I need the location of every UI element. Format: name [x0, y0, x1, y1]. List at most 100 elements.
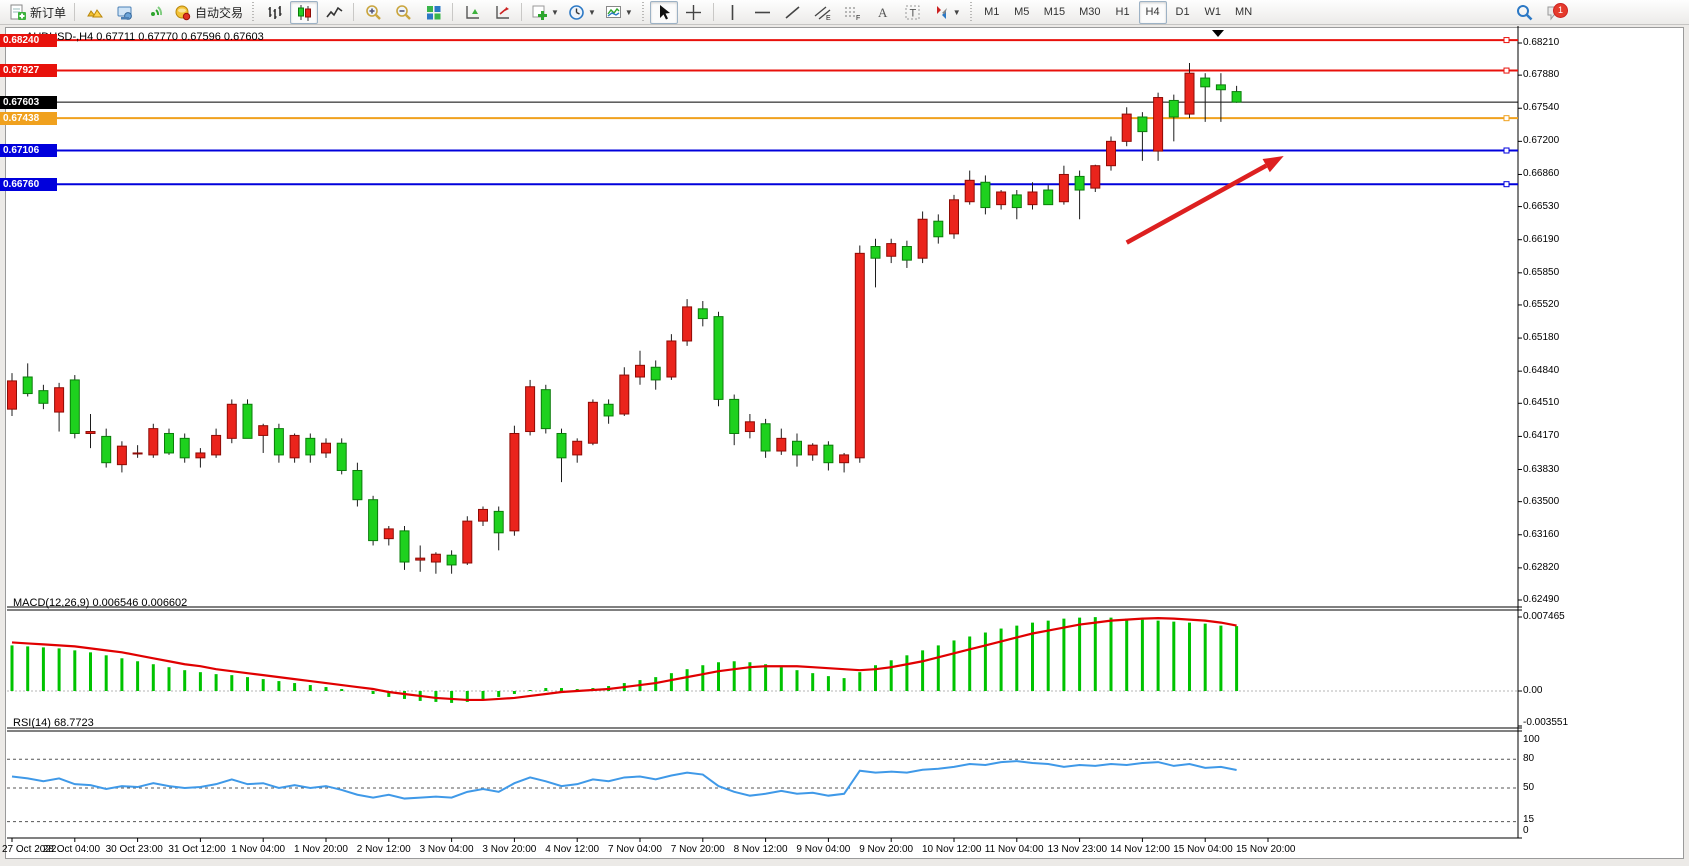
- arrows-tool-dropdown[interactable]: ▼: [929, 1, 964, 24]
- price-axis-label: 0.65180: [1523, 332, 1560, 344]
- periods-dropdown[interactable]: ▼: [564, 1, 599, 24]
- toolbar-drag-handle[interactable]: [251, 2, 256, 22]
- time-axis-label: 9 Nov 20:00: [859, 844, 914, 855]
- bar-chart-button[interactable]: [260, 1, 288, 24]
- timeframe-label: M30: [1079, 6, 1101, 18]
- toolbar-drag-handle[interactable]: [968, 2, 973, 22]
- rsi-label: RSI(14) 68.7723: [13, 717, 94, 729]
- equidistant-channel-tool[interactable]: E: [809, 1, 837, 24]
- price-level-badge: 0.68240: [0, 33, 57, 47]
- time-axis-label: 15 Nov 04:00: [1173, 844, 1233, 855]
- vline-icon: [731, 4, 734, 20]
- chevron-down-icon: ▼: [551, 7, 559, 17]
- timeframe-label: M15: [1043, 6, 1066, 18]
- add-ind-icon: [532, 5, 548, 20]
- time-axis-label: 14 Nov 12:00: [1110, 844, 1170, 855]
- price-level-badge: 0.67438: [0, 111, 57, 125]
- chart-shift-button[interactable]: [488, 1, 516, 24]
- timeframe-d1-button[interactable]: D1: [1169, 1, 1197, 24]
- time-axis-label: 30 Oct 23:00: [105, 844, 163, 855]
- price-axis-label: 0.63500: [1523, 495, 1560, 507]
- svg-text:E: E: [826, 15, 831, 22]
- vertical-line-tool[interactable]: [719, 1, 747, 24]
- text-label-tool[interactable]: T: [899, 1, 927, 24]
- timeframe-mn-button[interactable]: MN: [1229, 1, 1258, 24]
- candlestick-chart-button[interactable]: [290, 0, 319, 24]
- time-axis-label: 13 Nov 23:00: [1047, 844, 1108, 855]
- time-axis-label: 31 Oct 12:00: [168, 844, 226, 855]
- toolbar-separator: [353, 3, 355, 21]
- price-axis-label: 0.62820: [1523, 561, 1560, 573]
- trendline-icon: [785, 5, 800, 19]
- cursor-tool-button[interactable]: [649, 0, 678, 24]
- toolbar-drag-handle[interactable]: [640, 2, 645, 22]
- time-axis-label: 4 Nov 12:00: [545, 844, 600, 855]
- price-axis-label: 0.63830: [1523, 463, 1560, 475]
- notifications-button[interactable]: 1: [1540, 1, 1568, 24]
- notification-badge: 1: [1553, 2, 1568, 18]
- macd-axis-label: 0.007465: [1523, 611, 1565, 622]
- toolbar-separator: [712, 3, 714, 21]
- horizontal-line-tool[interactable]: [749, 1, 777, 24]
- time-axis-label: 11 Nov 04:00: [984, 844, 1044, 855]
- signals-button[interactable]: [140, 1, 168, 24]
- zoom-out-button[interactable]: [389, 1, 417, 24]
- clock-icon: [569, 4, 584, 20]
- price-axis-label: 0.67880: [1523, 69, 1560, 81]
- price-axis-label: 0.66860: [1523, 168, 1560, 180]
- auto-scroll-button[interactable]: [458, 1, 486, 24]
- profile2-icon: [495, 5, 509, 19]
- price-axis-label: 0.63160: [1523, 528, 1560, 540]
- gold-icon: [86, 8, 103, 17]
- toolbar-separator: [521, 3, 523, 21]
- fibonacci-tool[interactable]: F: [839, 1, 867, 24]
- price-axis-label: 0.65520: [1523, 298, 1560, 310]
- timeframe-m1-button[interactable]: M1: [978, 1, 1006, 24]
- timeframe-m5-button[interactable]: M5: [1008, 1, 1036, 24]
- candles-icon: [297, 4, 311, 21]
- macd-axis-label: 0.00: [1523, 685, 1543, 696]
- add-indicator-dropdown[interactable]: ▼: [527, 1, 562, 24]
- chevron-down-icon: ▼: [952, 7, 961, 17]
- search-button[interactable]: [1510, 1, 1538, 24]
- crosshair-tool-button[interactable]: [680, 1, 708, 24]
- zoom-in-icon: [365, 4, 381, 20]
- timeframe-w1-button[interactable]: W1: [1199, 1, 1228, 24]
- rsi-axis-label: 15: [1523, 814, 1535, 825]
- timeframe-h4-button[interactable]: H4: [1138, 0, 1167, 24]
- window-footer: [0, 859, 1689, 866]
- profile1-icon: [465, 5, 479, 19]
- svg-text:T: T: [910, 7, 917, 19]
- tile-windows-button[interactable]: [419, 1, 447, 24]
- signal-icon: [150, 5, 162, 16]
- timeframe-m30-button[interactable]: M30: [1073, 1, 1106, 24]
- zoom-in-button[interactable]: [359, 1, 387, 24]
- price-level-badge: 0.67106: [0, 144, 57, 157]
- main-toolbar: 新订单 自动交易 ▼ ▼ ▼ E F A T ▼ M1 M5 M15 M30 H1 H4 D1 W1 MN 1: [0, 0, 1689, 25]
- toolbar-separator: [452, 3, 454, 21]
- tile-icon: [426, 5, 441, 19]
- timeframe-label: M1: [984, 6, 1000, 18]
- time-axis-label: 7 Nov 04:00: [608, 844, 662, 855]
- new-order-button[interactable]: 新订单: [5, 1, 69, 24]
- timeframe-h1-button[interactable]: H1: [1109, 1, 1137, 24]
- trendline-tool[interactable]: [779, 1, 807, 24]
- timeframe-label: M5: [1014, 6, 1030, 18]
- timeframe-label: H4: [1145, 6, 1160, 18]
- auto-trading-button[interactable]: 自动交易: [170, 1, 246, 24]
- market-watch-button[interactable]: [80, 1, 108, 24]
- time-axis-label: 9 Nov 04:00: [796, 844, 851, 855]
- time-axis-label: 10 Nov 12:00: [922, 844, 982, 855]
- time-axis-label: 15 Nov 20:00: [1236, 844, 1296, 855]
- toolbar-separator: [74, 3, 76, 21]
- line-chart-button[interactable]: [320, 1, 348, 24]
- chart-window: [5, 27, 1684, 859]
- terminal-button[interactable]: [110, 1, 138, 24]
- channel-icon: E: [814, 5, 831, 22]
- macd-label: MACD(12,26,9) 0.006546 0.006602: [13, 597, 188, 609]
- time-axis-label: 1 Nov 20:00: [294, 844, 348, 855]
- auto-trading-button-label: 自动交易: [195, 5, 244, 20]
- timeframe-m15-button[interactable]: M15: [1038, 1, 1071, 24]
- templates-dropdown[interactable]: ▼: [601, 1, 636, 24]
- text-tool[interactable]: A: [869, 1, 897, 24]
